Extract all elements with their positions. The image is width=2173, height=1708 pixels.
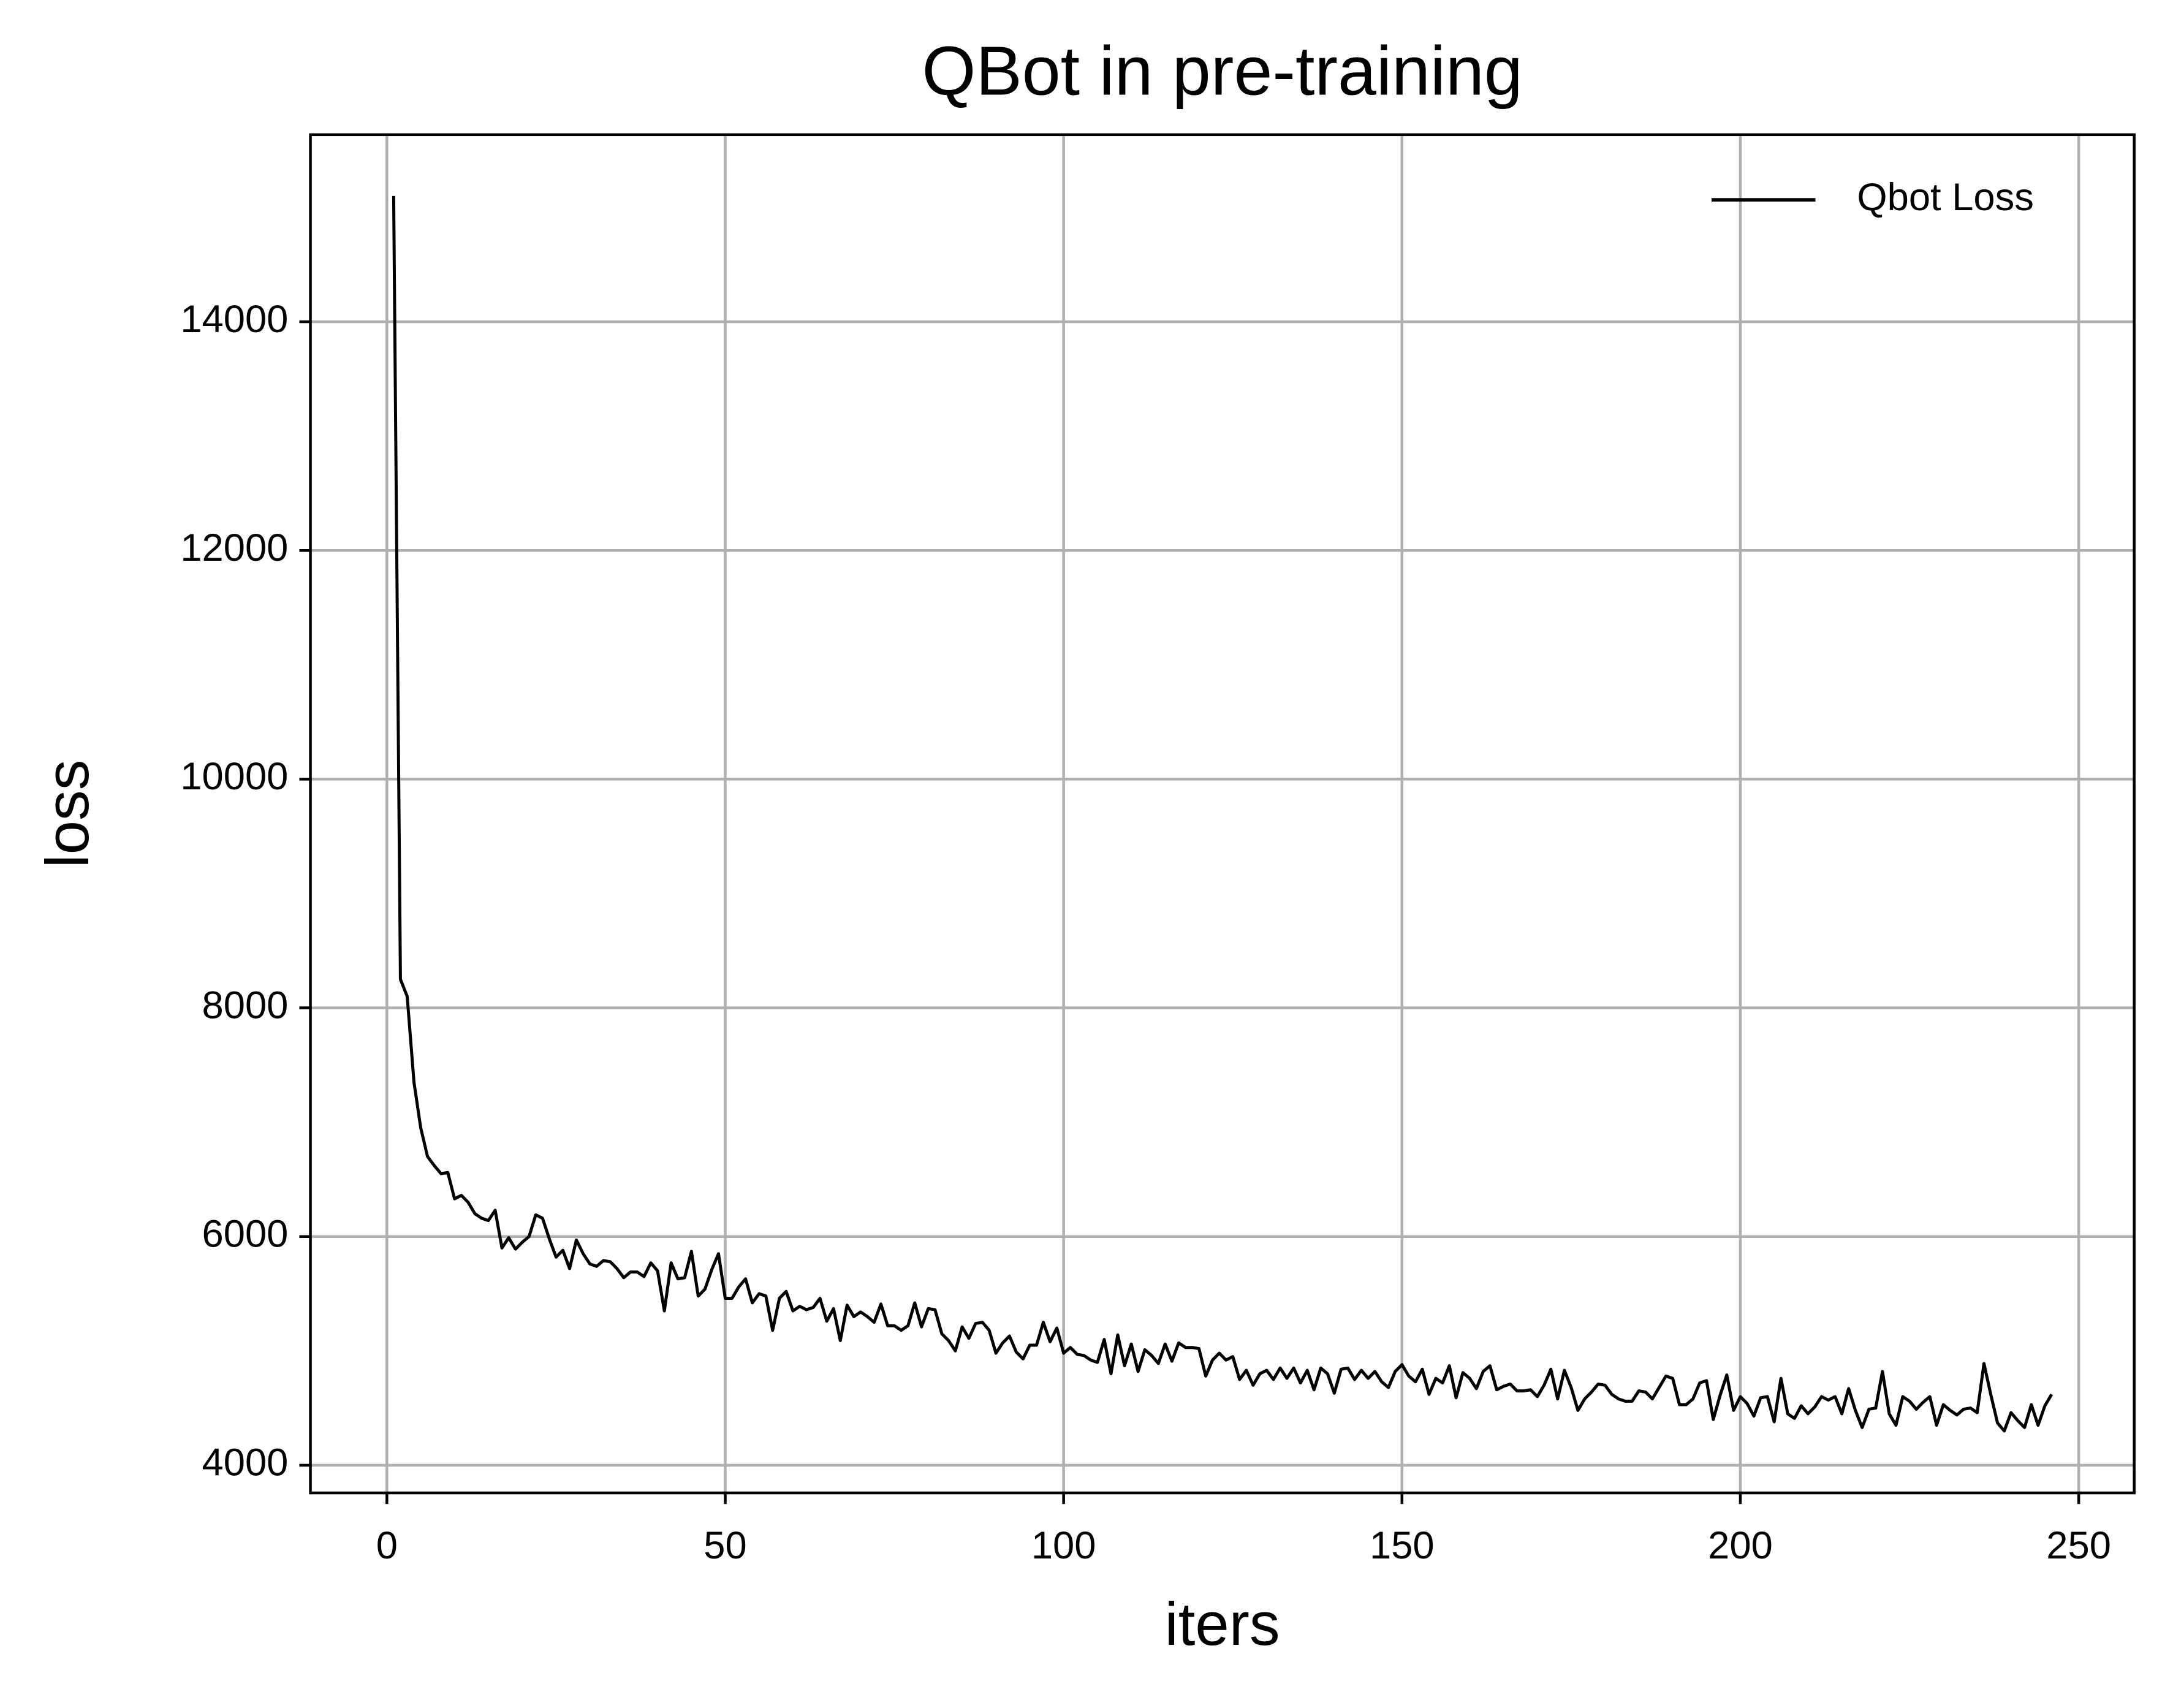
x-tick-label: 50 (703, 1524, 746, 1567)
plot-area (392, 195, 2054, 1433)
y-tick-label: 14000 (180, 298, 288, 341)
grid (310, 134, 2134, 1494)
legend-label: Qbot Loss (1857, 176, 2034, 219)
x-tick-label: 150 (1370, 1524, 1435, 1567)
line (392, 195, 2054, 1433)
y-tick-label: 6000 (202, 1212, 289, 1255)
x-axis-label: iters (1165, 1590, 1280, 1658)
legend: Qbot Loss (1711, 176, 2034, 219)
y-tick-label: 4000 (202, 1441, 289, 1484)
chart-title: QBot in pre-training (922, 32, 1522, 110)
x-tick-label: 0 (376, 1524, 398, 1567)
axes-frame (309, 133, 2136, 1495)
x-tick-label: 200 (1708, 1524, 1773, 1567)
y-tick-label: 8000 (202, 984, 289, 1027)
y-tick-label: 10000 (180, 755, 288, 798)
y-tick-label: 12000 (180, 526, 288, 569)
x-tick-label: 100 (1031, 1524, 1096, 1567)
ticks: 0 50 100 150 200 250 4000 6000 8000 10000 12000 140… (180, 298, 2111, 1567)
y-axis-label: loss (34, 759, 102, 868)
x-tick-label: 250 (2046, 1524, 2111, 1567)
